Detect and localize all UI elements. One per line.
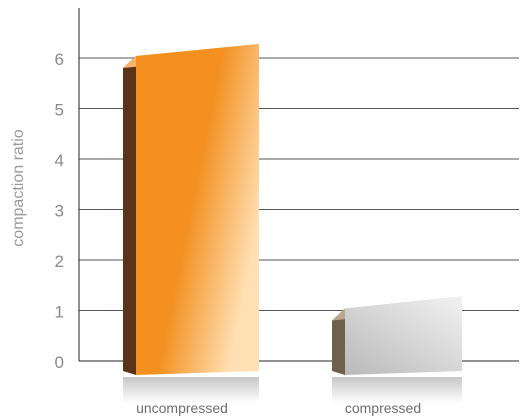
y-tick-label: 3 — [55, 202, 64, 221]
y-tick-label: 1 — [55, 303, 64, 322]
category-label: compressed — [345, 400, 421, 416]
category-labels: uncompressed compressed — [136, 400, 421, 416]
y-tick-label: 6 — [55, 50, 64, 69]
bars — [123, 44, 462, 403]
y-tick-label: 2 — [55, 252, 64, 271]
category-label: uncompressed — [136, 400, 228, 416]
y-tick-label: 4 — [55, 151, 64, 170]
y-tick-label: 0 — [55, 353, 64, 372]
bar-uncompressed — [123, 44, 259, 403]
y-axis-title: compaction ratio — [10, 129, 27, 246]
bar-reflection — [332, 377, 462, 403]
bar-compressed — [332, 296, 462, 403]
bar-front-face — [136, 44, 259, 375]
bar-front-face — [345, 296, 462, 375]
bar-side-face — [332, 308, 345, 375]
y-tick-label: 5 — [55, 101, 64, 120]
bar-side-face — [123, 56, 136, 375]
bar-reflection — [123, 377, 259, 403]
y-tick-labels: 0 1 2 3 4 5 6 — [55, 50, 64, 372]
